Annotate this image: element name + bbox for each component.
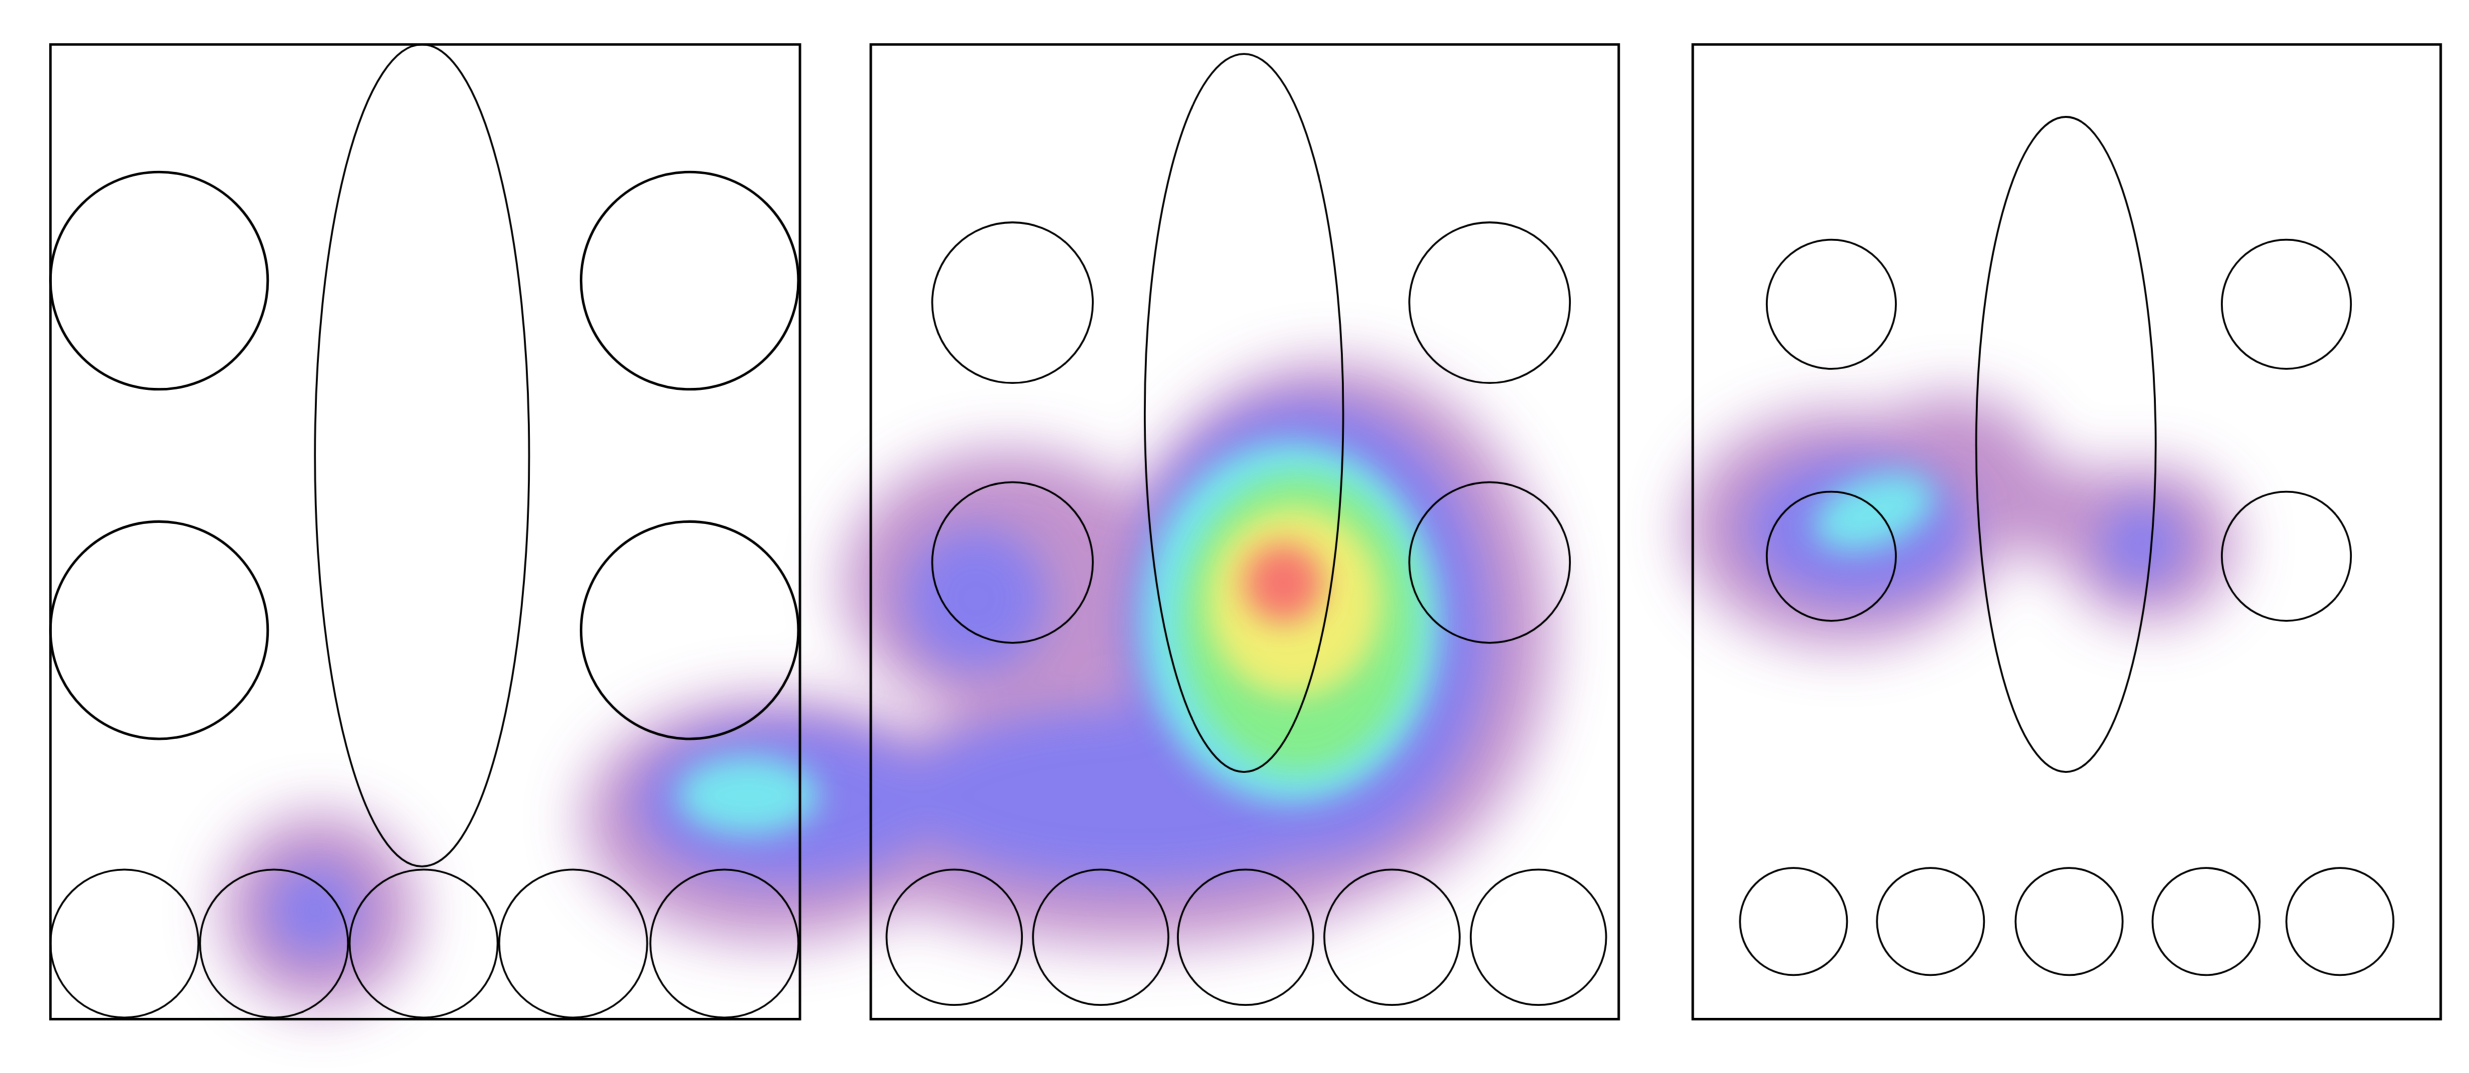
ellipse <box>1143 52 1345 773</box>
heatmap <box>222 362 2236 1009</box>
circle <box>2151 867 2261 976</box>
circle <box>931 221 1094 384</box>
circle <box>931 481 1094 644</box>
panel-frame <box>869 43 1620 1021</box>
circle <box>199 868 349 1019</box>
circle <box>1875 867 1985 976</box>
circle <box>1032 868 1170 1006</box>
ellipse <box>313 43 531 868</box>
circle <box>2220 490 2352 622</box>
circle <box>1408 221 1571 384</box>
circle <box>49 868 200 1019</box>
ellipse <box>1975 115 2157 773</box>
circle <box>1765 490 1897 622</box>
panel-3 <box>1691 43 2442 1021</box>
circle <box>49 520 269 741</box>
panel-2 <box>869 43 1620 1021</box>
circle <box>1323 868 1461 1006</box>
circle <box>2285 867 2395 976</box>
circle <box>2014 867 2124 976</box>
circle <box>1739 867 1848 976</box>
circle <box>885 868 1023 1006</box>
panel-1 <box>49 43 802 1021</box>
circle <box>1765 238 1897 370</box>
circle <box>579 520 800 741</box>
panel-frame <box>1691 43 2442 1021</box>
circle <box>348 868 499 1019</box>
circle <box>1469 868 1608 1006</box>
circle <box>49 170 269 391</box>
circle <box>1176 868 1315 1006</box>
circle <box>579 170 800 391</box>
circle <box>1408 481 1571 644</box>
circle <box>498 868 649 1019</box>
circle <box>649 868 800 1019</box>
circle <box>2220 238 2352 370</box>
